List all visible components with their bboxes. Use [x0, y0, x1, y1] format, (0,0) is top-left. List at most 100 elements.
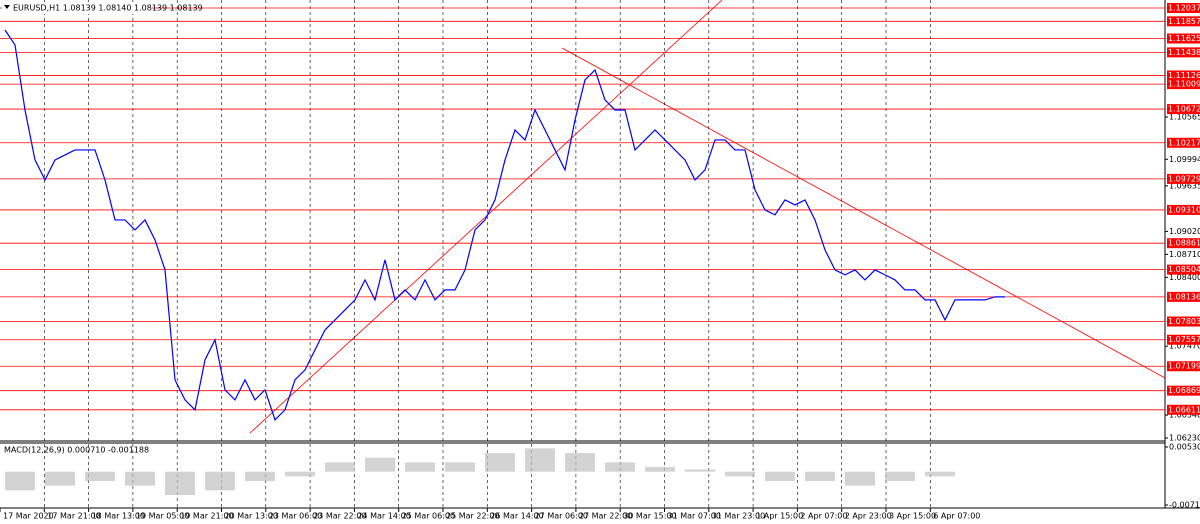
time-label: 20 Mar 13:00	[225, 512, 278, 521]
level-label-bg	[1167, 16, 1200, 27]
macd-bar	[565, 453, 595, 472]
level-label: 1.07557	[1168, 335, 1200, 344]
level-label-bg	[1167, 2, 1200, 13]
level-label: 1.11857	[1168, 17, 1200, 26]
macd-bar	[725, 471, 755, 477]
level-label-bg	[1167, 238, 1200, 249]
level-label-bg	[1167, 104, 1200, 115]
time-label: 1 Apr 15:00	[756, 512, 803, 521]
macd-bar	[45, 471, 75, 486]
time-label: 23 Mar 22:00	[313, 512, 366, 521]
time-label: 24 Mar 14:00	[357, 512, 410, 521]
macd-bar	[405, 462, 435, 472]
time-label: 18 Mar 13:00	[92, 512, 145, 521]
time-label: 31 Mar 07:00	[668, 512, 721, 521]
time-label: 17 Mar 2020	[3, 512, 54, 521]
level-label: 1.11126	[1168, 71, 1200, 80]
level-label: 1.09310	[1168, 205, 1200, 214]
time-label: 25 Mar 06:00	[402, 512, 455, 521]
macd-bar	[605, 462, 635, 472]
macd-bar	[845, 471, 875, 486]
level-label-bg	[1167, 204, 1200, 215]
y-tick-label: 1.10565	[1169, 112, 1200, 121]
level-label: 1.09729	[1168, 174, 1200, 183]
macd-bar	[805, 471, 835, 482]
macd-bar	[245, 471, 275, 482]
level-label-bg	[1167, 79, 1200, 90]
level-label-bg	[1167, 33, 1200, 44]
macd-bar	[685, 469, 715, 472]
macd-bar	[85, 471, 115, 482]
time-label: 26 Mar 14:00	[490, 512, 543, 521]
macd-bar	[125, 471, 155, 486]
level-label-bg	[1167, 173, 1200, 184]
macd-bar	[205, 471, 235, 491]
macd-bar	[365, 457, 395, 472]
level-label-bg	[1167, 137, 1200, 148]
macd-bar	[765, 471, 795, 482]
menu-arrow[interactable]	[4, 5, 10, 9]
y-tick-label: 1.06230	[1169, 434, 1200, 443]
level-label-bg	[1167, 334, 1200, 345]
y-tick-label: 1.08710	[1169, 250, 1200, 259]
time-label: 6 Apr 07:00	[933, 512, 980, 521]
macd-bar	[445, 462, 475, 472]
time-label: 31 Mar 23:00	[712, 512, 765, 521]
macd-bar	[925, 471, 955, 477]
y-tick-label: 1.09635	[1169, 181, 1200, 190]
level-label: 1.08861	[1168, 239, 1200, 248]
macd-tick-label: 0.005305	[1169, 442, 1200, 451]
level-label-bg	[1167, 291, 1200, 302]
level-label-bg	[1167, 361, 1200, 372]
y-tick-label: 1.06540	[1169, 411, 1200, 420]
level-label: 1.11438	[1168, 48, 1200, 57]
time-label: 27 Mar 22:00	[579, 512, 632, 521]
time-label: 19 Mar 05:00	[136, 512, 189, 521]
time-label: 30 Mar 15:00	[623, 512, 676, 521]
chart-title: EURUSD,H1 1.08139 1.08140 1.08139 1.0813…	[13, 4, 203, 13]
level-label: 1.10217	[1168, 138, 1200, 147]
macd-title: MACD(12,26,9) 0.000710 -0.001188	[4, 446, 149, 455]
macd-bar	[885, 471, 915, 482]
price-line	[4, 29, 1005, 421]
level-label: 1.07803	[1168, 317, 1200, 326]
macd-bar	[485, 453, 515, 472]
macd-bar	[5, 471, 35, 491]
time-label: 27 Mar 06:00	[535, 512, 588, 521]
level-label: 1.11009	[1168, 80, 1200, 89]
macd-bar	[325, 462, 355, 472]
level-label-bg	[1167, 404, 1200, 415]
level-label: 1.06611	[1168, 405, 1200, 414]
time-label: 17 Mar 21:00	[47, 512, 100, 521]
level-label: 1.07199	[1168, 362, 1200, 371]
y-tick-label: 1.08400	[1169, 273, 1200, 282]
level-label-bg	[1167, 316, 1200, 327]
time-label: 23 Mar 06:00	[269, 512, 322, 521]
macd-bar	[525, 448, 555, 472]
y-tick-label: 1.09020	[1169, 227, 1200, 236]
trendline	[249, 0, 723, 434]
level-label: 1.08504	[1168, 265, 1200, 274]
level-label: 1.10672	[1168, 105, 1200, 114]
level-label-bg	[1167, 70, 1200, 81]
macd-bar	[165, 471, 195, 495]
macd-bar	[645, 467, 675, 472]
time-label: 19 Mar 21:00	[180, 512, 233, 521]
macd-bar	[285, 471, 315, 477]
header-bg	[2, 2, 152, 14]
time-label: 2 Apr 07:00	[800, 512, 847, 521]
level-label: 1.12037	[1168, 3, 1200, 12]
level-label: 1.11625	[1168, 34, 1200, 43]
level-label-bg	[1167, 385, 1200, 396]
level-label: 1.08136	[1168, 292, 1200, 301]
macd-tick-label: -0.007148	[1169, 501, 1200, 510]
y-tick-label: 1.07470	[1169, 342, 1200, 351]
time-label: 25 Mar 22:00	[446, 512, 499, 521]
y-tick-label: 1.09994	[1169, 155, 1200, 164]
level-label-bg	[1167, 264, 1200, 275]
trendline	[561, 47, 1166, 379]
time-label: 2 Apr 23:00	[845, 512, 892, 521]
level-label: 1.06869	[1168, 386, 1200, 395]
